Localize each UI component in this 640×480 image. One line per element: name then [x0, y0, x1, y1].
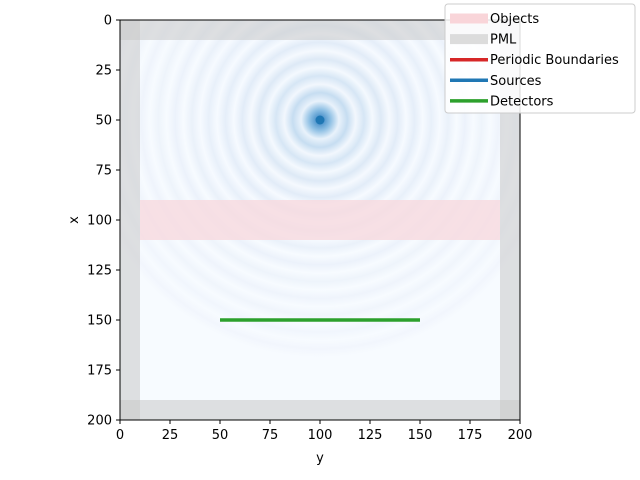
y-tick-label: 175	[87, 364, 112, 379]
legend-label: PML	[490, 33, 517, 48]
pml-layer	[120, 20, 520, 420]
y-tick-label: 0	[104, 14, 112, 29]
y-tick-label: 75	[95, 164, 112, 179]
x-tick-label: 75	[262, 428, 279, 443]
pml-left	[120, 20, 140, 420]
legend-label: Detectors	[490, 94, 554, 109]
pml-top	[120, 20, 520, 40]
legend-label: Sources	[490, 74, 542, 89]
x-tick-label: 100	[308, 428, 333, 443]
pml-bottom	[120, 400, 520, 420]
object-region	[140, 200, 500, 240]
x-tick-label: 25	[162, 428, 179, 443]
y-tick-label: 50	[95, 114, 112, 129]
legend-label: Objects	[490, 12, 539, 27]
y-tick-label: 150	[87, 314, 112, 329]
y-tick-label: 25	[95, 64, 112, 79]
x-tick-label: 200	[508, 428, 533, 443]
x-ticks: 0 25 50 75 100 125 150 175 200	[116, 420, 533, 443]
legend-swatch	[450, 13, 488, 24]
legend-entry[interactable]: Periodic Boundaries	[450, 53, 619, 68]
legend-entry[interactable]: Sources	[450, 74, 542, 89]
y-ticks: 0 25 50 75 100 125 150 175 200	[87, 14, 120, 429]
source-point	[315, 115, 325, 125]
y-tick-label: 100	[87, 214, 112, 229]
legend-entry[interactable]: PML	[450, 33, 517, 48]
pml-right	[500, 20, 520, 420]
legend-box	[444, 3, 636, 114]
x-tick-label: 50	[212, 428, 229, 443]
x-tick-label: 150	[408, 428, 433, 443]
legend-swatch	[450, 34, 488, 45]
objects-layer	[140, 200, 500, 240]
x-tick-label: 125	[358, 428, 383, 443]
y-tick-label: 200	[87, 414, 112, 429]
y-axis-label: x	[67, 216, 82, 224]
x-axis-label: y	[316, 451, 324, 466]
x-tick-label: 175	[458, 428, 483, 443]
legend-items: Objects PML Periodic Boundaries Sources Dete…	[450, 12, 619, 109]
legend-label: Periodic Boundaries	[490, 53, 619, 68]
legend-entry[interactable]: Objects	[450, 12, 539, 27]
y-tick-label: 125	[87, 264, 112, 279]
legend[interactable]: Objects PML Periodic Boundaries Sources Dete…	[444, 3, 636, 114]
x-tick-label: 0	[116, 428, 124, 443]
sources-layer	[315, 115, 325, 125]
legend-entry[interactable]: Detectors	[450, 94, 554, 109]
